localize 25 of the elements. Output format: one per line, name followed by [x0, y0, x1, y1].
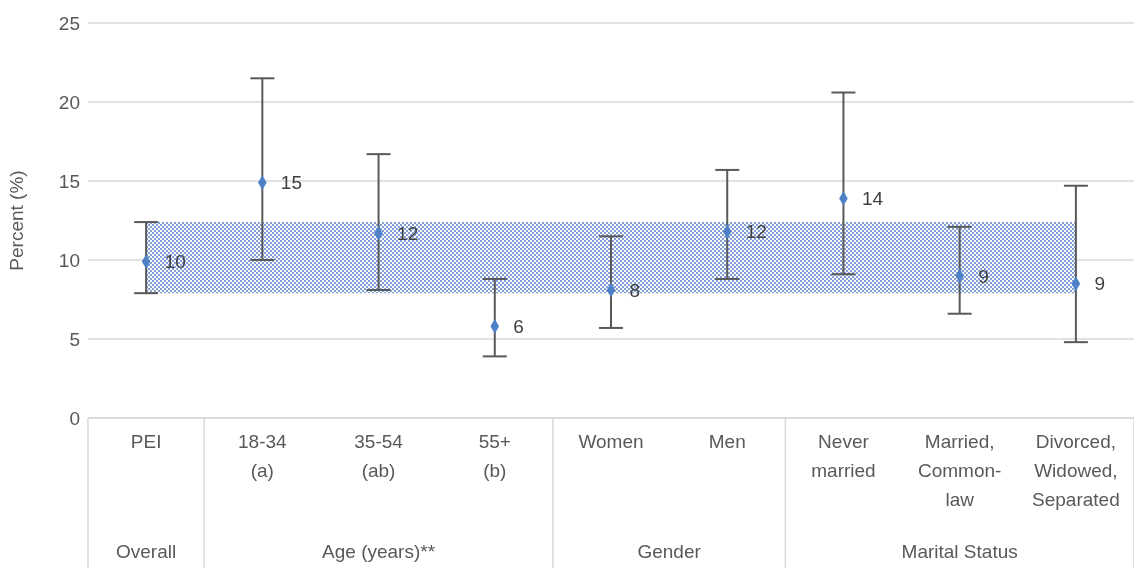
text: Marital Status: [901, 541, 1018, 562]
x-tick-label: PEI: [130, 431, 162, 452]
data-label: 15: [280, 172, 302, 194]
data-label: 12: [397, 222, 419, 244]
y-tick-label: 15: [58, 170, 80, 192]
x-tick-label: Never married: [811, 431, 876, 481]
y-tick-label: 10: [58, 249, 80, 271]
y-tick-label: 20: [58, 91, 80, 113]
text: Gender: [637, 541, 702, 562]
y-tick-label: 5: [69, 328, 80, 350]
data-label: 14: [861, 188, 884, 210]
y-tick-label: 25: [58, 12, 80, 34]
x-tick-label: Married, Common- law: [917, 431, 1002, 510]
x-tick-label: 35-54 (ab): [354, 431, 404, 481]
data-label: 6: [513, 316, 524, 338]
x-tick-label: 18-34 (a): [238, 431, 288, 481]
x-tick-label: Women: [578, 431, 644, 452]
text: Age (years)**: [322, 541, 436, 562]
x-tick-label: Divorced, Widowed, Separated: [1032, 431, 1120, 510]
y-axis-title: Percent (%): [5, 170, 27, 271]
y-tick-label: 0: [69, 407, 80, 429]
x-tick-label: 55+ (b): [478, 431, 511, 481]
x-tick-label: Men: [708, 431, 746, 452]
data-label: 9: [1094, 273, 1105, 295]
text: Overall: [116, 541, 177, 562]
